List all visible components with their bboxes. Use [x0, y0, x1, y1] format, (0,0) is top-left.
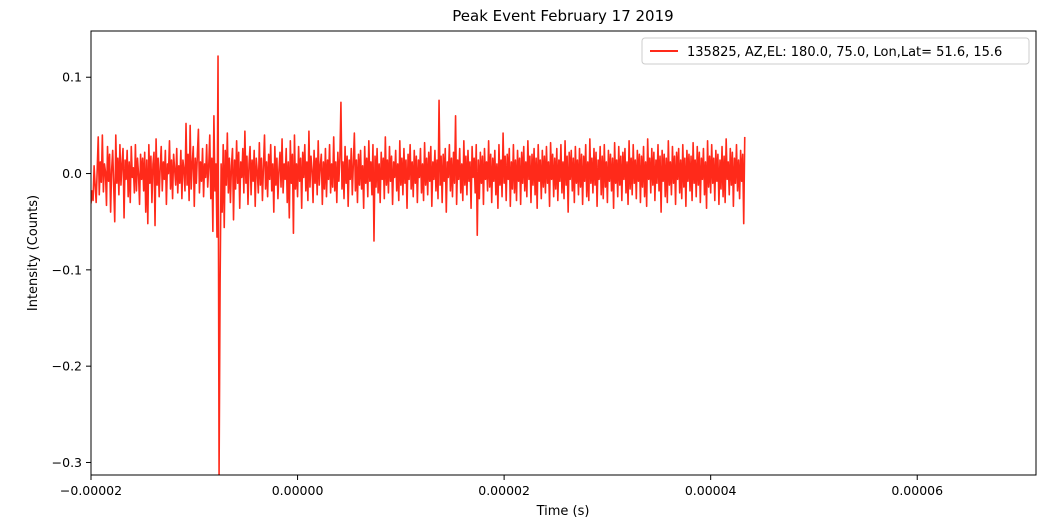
series-line-0	[91, 55, 746, 475]
y-axis: 0.1 0.0 −0.1 −0.2 −0.3	[52, 70, 91, 470]
x-tick-label-3: 0.00004	[685, 483, 737, 498]
y-tick-label-2: −0.1	[52, 262, 82, 277]
chart-title: Peak Event February 17 2019	[452, 7, 673, 25]
legend-box	[641, 37, 1030, 65]
x-tick-label-4: 0.00006	[891, 483, 943, 498]
x-tick-label-0: −0.00002	[60, 483, 122, 498]
plot-frame	[90, 30, 1037, 476]
x-tick-label-1: 0.00000	[272, 483, 324, 498]
legend: 135825, AZ,EL: 180.0, 75.0, Lon,Lat= 51.…	[641, 37, 1030, 65]
y-tick-label-0: 0.1	[62, 70, 82, 85]
x-axis: −0.00002 0.00000 0.00002 0.00004 0.00006	[60, 475, 943, 498]
y-axis-label: Intensity (Counts)	[26, 195, 41, 311]
y-tick-label-4: −0.3	[52, 455, 82, 470]
x-tick-label-2: 0.00002	[478, 483, 530, 498]
x-axis-label: Time (s)	[536, 504, 590, 519]
y-tick-label-1: 0.0	[62, 166, 82, 181]
y-tick-label-3: −0.2	[52, 359, 82, 374]
legend-label: 135825, AZ,EL: 180.0, 75.0, Lon,Lat= 51.…	[687, 45, 1002, 60]
plot-area	[90, 30, 1037, 476]
series-layer	[91, 55, 746, 475]
